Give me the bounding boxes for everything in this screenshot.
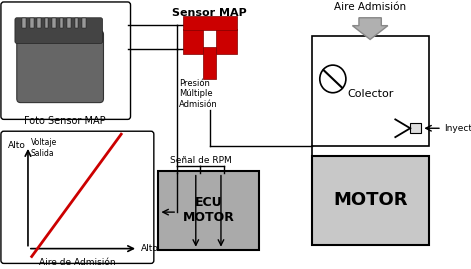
- FancyBboxPatch shape: [1, 2, 130, 119]
- Text: ECU
MOTOR: ECU MOTOR: [183, 196, 235, 224]
- Bar: [183, 29, 203, 54]
- Text: Alto: Alto: [8, 141, 26, 150]
- Bar: [67, 18, 71, 28]
- FancyBboxPatch shape: [17, 31, 104, 102]
- Bar: [30, 18, 33, 28]
- Bar: [312, 36, 429, 146]
- Bar: [183, 16, 237, 30]
- Bar: [216, 29, 237, 54]
- Bar: [45, 18, 49, 28]
- Bar: [203, 47, 216, 79]
- Bar: [159, 171, 259, 250]
- Text: Aire de Admisión: Aire de Admisión: [39, 259, 116, 267]
- Text: Señal de RPM: Señal de RPM: [170, 156, 231, 165]
- Text: Sensor MAP: Sensor MAP: [172, 8, 247, 18]
- Text: Alto: Alto: [141, 244, 159, 253]
- Text: Colector: Colector: [347, 89, 393, 99]
- Bar: [52, 18, 56, 28]
- Bar: [74, 18, 78, 28]
- FancyBboxPatch shape: [1, 131, 154, 263]
- Text: Presión
Múltiple
Admisión: Presión Múltiple Admisión: [179, 79, 218, 109]
- Text: Voltaje
Salida: Voltaje Salida: [31, 138, 57, 158]
- Bar: [410, 123, 422, 133]
- Circle shape: [320, 65, 346, 93]
- Polygon shape: [352, 18, 388, 40]
- Text: Inyect: Inyect: [444, 124, 471, 133]
- FancyBboxPatch shape: [15, 18, 103, 43]
- Bar: [37, 18, 41, 28]
- Bar: [23, 18, 26, 28]
- Bar: [60, 18, 64, 28]
- Text: Aire Admisión: Aire Admisión: [334, 2, 406, 12]
- Bar: [82, 18, 86, 28]
- Text: MOTOR: MOTOR: [333, 191, 407, 209]
- Text: Foto Sensor MAP: Foto Sensor MAP: [24, 116, 106, 126]
- Bar: [312, 156, 429, 245]
